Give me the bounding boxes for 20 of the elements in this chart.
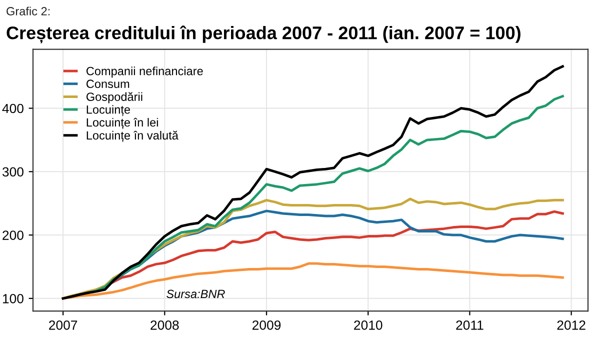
legend-label: Companii nefinanciare: [86, 66, 203, 78]
x-tick-label: 2009: [252, 320, 281, 330]
x-tick-label: 2011: [456, 320, 484, 330]
x-tick-label: 2007: [49, 320, 78, 330]
legend-label: Gospodării: [86, 92, 142, 104]
legend-label: Consum: [86, 80, 130, 88]
line-series: [62, 65, 564, 300]
y-tick-label: 200: [2, 230, 24, 240]
x-tick-label: 2010: [354, 320, 382, 330]
y-tick-label: 300: [2, 167, 24, 177]
x-tick-label: 2008: [150, 320, 179, 330]
chart-title: Creșterea creditului în perioada 2007 - 2011 (ian. 2007 = 100): [6, 26, 520, 44]
legend-label: Locuințe: [86, 105, 130, 116]
y-tick-label: 400: [2, 104, 24, 114]
legend-label: Locuințe în valută: [86, 130, 178, 142]
y-tick-label: 100: [2, 294, 24, 304]
chart-subtitle: Grafic 2:: [6, 6, 50, 16]
annotation: Sursa:BNR: [166, 290, 225, 298]
x-tick-label: 2012: [557, 320, 586, 330]
legend-label: Locuințe în lei: [86, 118, 158, 129]
